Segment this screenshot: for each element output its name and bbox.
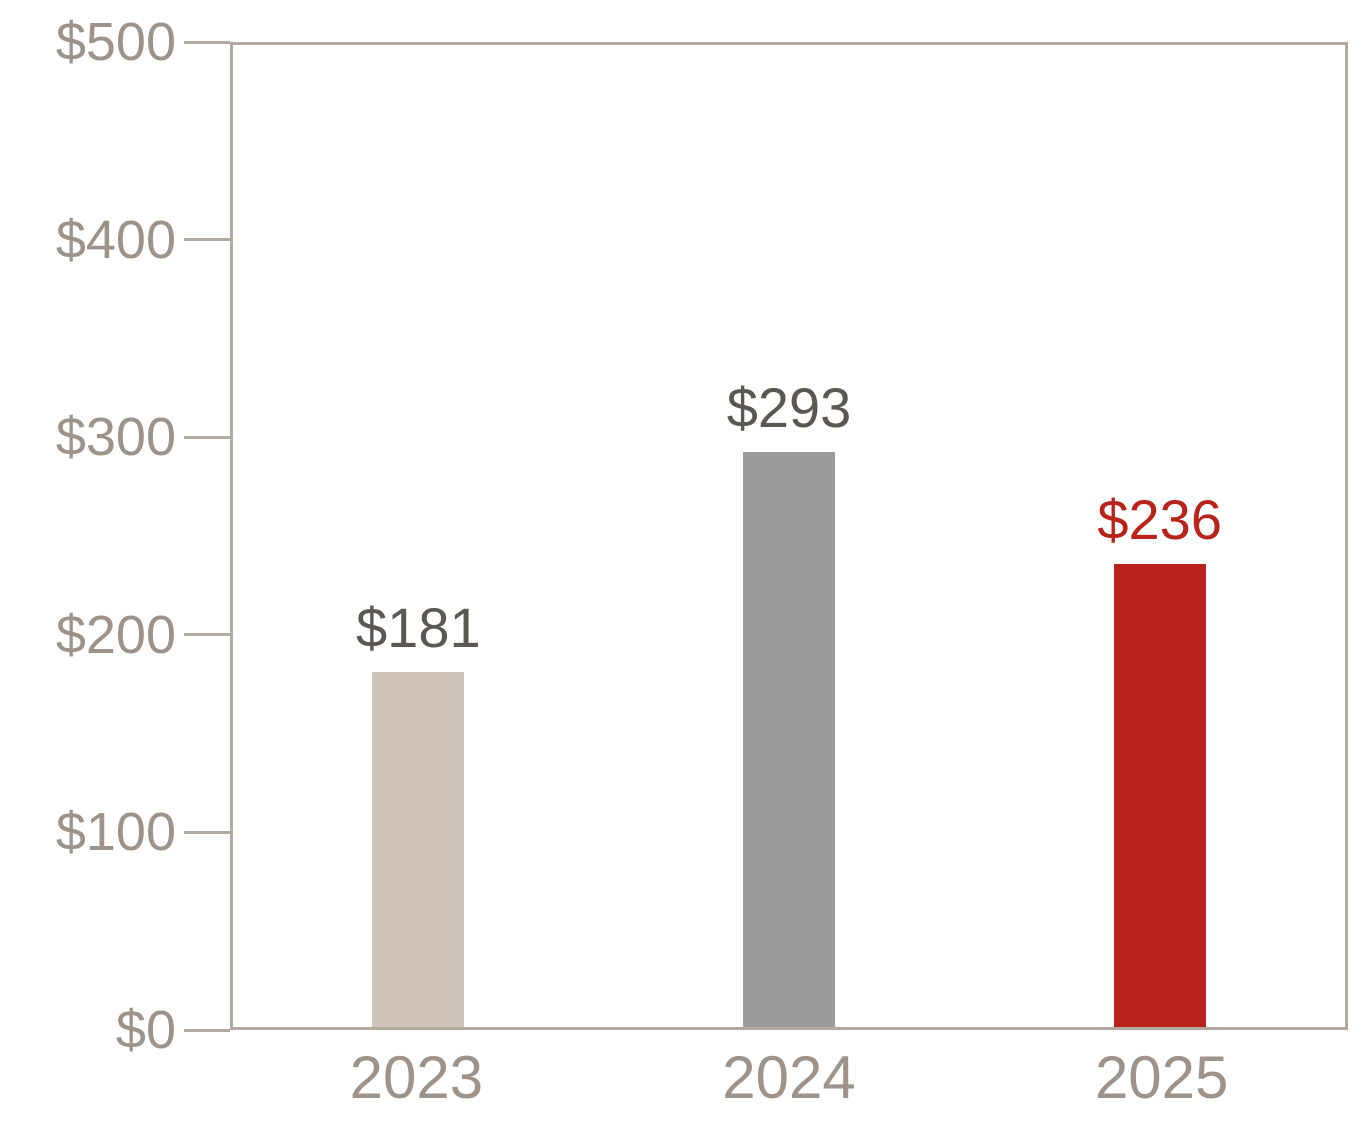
bars-row: $181 $293 $236: [233, 45, 1345, 1027]
y-axis-tick-label: $200: [55, 604, 176, 665]
y-axis-tick-mark: [184, 830, 230, 834]
y-axis-tick-label: $300: [55, 407, 176, 468]
y-axis-tick-mark: [184, 633, 230, 637]
bar-value-label-2025: $236: [1097, 487, 1222, 551]
x-axis: 2023 2024 2025: [230, 1048, 1348, 1108]
x-axis-label-2023: 2023: [349, 1044, 484, 1111]
y-axis-tick-label: $500: [55, 12, 176, 72]
bar-slot-2025: $236: [974, 45, 1345, 1027]
y-axis-tick-mark: [184, 435, 230, 439]
y-axis-tick-mark: [184, 40, 230, 44]
bar-2025: [1113, 563, 1206, 1027]
bar-slot-2024: $293: [604, 45, 975, 1027]
plot-area: $181 $293 $236: [230, 42, 1348, 1030]
y-axis-tick-label: $0: [115, 1000, 176, 1060]
y-axis-tick-label: $400: [55, 209, 176, 270]
y-axis-tick-mark: [184, 1028, 230, 1032]
bar-value-label-2023: $181: [356, 595, 481, 659]
bar-slot-2023: $181: [233, 45, 604, 1027]
bar-2024: [743, 451, 835, 1027]
y-axis-tick-mark: [184, 238, 230, 242]
bar-2023: [372, 671, 465, 1027]
x-axis-label-2025: 2025: [1094, 1044, 1229, 1111]
x-axis-label-2024: 2024: [722, 1044, 856, 1111]
bar-value-label-2024: $293: [726, 375, 852, 439]
y-axis-tick-label: $100: [55, 802, 176, 863]
